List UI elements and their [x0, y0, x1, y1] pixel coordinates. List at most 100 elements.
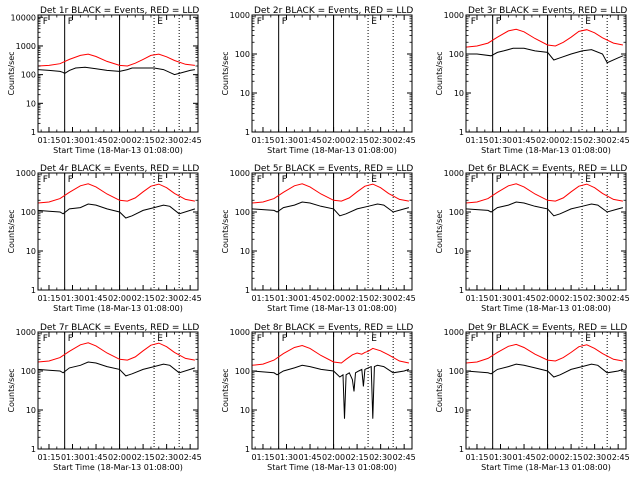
x-tick-label: 02:00: [536, 136, 559, 145]
x-tick-label: 02:15: [346, 453, 369, 462]
lld-series-line: [251, 183, 409, 204]
y-tick-label: 1: [31, 445, 36, 454]
y-axis-label: Counts/sec: [221, 209, 230, 253]
panel-title: Det 6r BLACK = Events, RED = LLD: [468, 164, 627, 174]
y-tick-label: 1000: [444, 11, 464, 20]
y-tick-label: 1: [245, 286, 250, 295]
y-tick-label: 1000: [230, 328, 250, 337]
x-tick-label: 01:30: [489, 453, 512, 462]
x-tick-label: 02:15: [560, 453, 583, 462]
marker-e-label: E: [371, 17, 377, 27]
x-tick-label: 02:45: [179, 136, 202, 145]
y-tick-label: 10: [240, 247, 250, 256]
x-axis-label: Start Time (18-Mar-13 01:08:00): [481, 463, 611, 472]
x-tick-label: 02:45: [393, 453, 416, 462]
plot-frame: [251, 14, 413, 133]
plot-frame: [465, 172, 627, 291]
x-tick-label: 01:45: [513, 294, 536, 303]
lld-series-line: [37, 342, 195, 363]
marker-f-label: F: [257, 17, 262, 27]
x-tick-label: 01:45: [85, 453, 108, 462]
y-tick-label: 10: [454, 247, 464, 256]
marker-f-label: F: [282, 334, 287, 344]
y-tick-label: 1: [459, 445, 464, 454]
x-tick-label: 02:00: [536, 453, 559, 462]
x-tick-label: 01:30: [61, 453, 84, 462]
x-tick-label: 02:45: [179, 453, 202, 462]
y-tick-label: 100: [449, 50, 464, 59]
x-tick-label: 02:45: [179, 294, 202, 303]
x-tick-label: 01:15: [251, 136, 274, 145]
y-axis-label: Counts/sec: [7, 209, 16, 253]
x-tick-label: 02:30: [583, 136, 606, 145]
x-tick-label: 01:45: [513, 453, 536, 462]
x-tick-label: 02:00: [322, 453, 345, 462]
marker-e-label: E: [371, 175, 377, 185]
y-tick-label: 1000: [444, 328, 464, 337]
y-tick-label: 1000: [16, 42, 36, 51]
y-tick-label: 1: [245, 128, 250, 137]
x-tick-label: 01:45: [299, 453, 322, 462]
x-tick-label: 02:00: [322, 136, 345, 145]
x-tick-label: 02:30: [155, 294, 178, 303]
panel-title: Det 9r BLACK = Events, RED = LLD: [468, 323, 627, 333]
marker-f-label: F: [496, 17, 501, 27]
marker-e-label: E: [157, 175, 163, 185]
y-tick-label: 1: [459, 286, 464, 295]
y-tick-label: 1: [459, 128, 464, 137]
x-tick-label: 02:45: [607, 294, 630, 303]
panel-title: Det 2r BLACK = Events, RED = LLD: [254, 6, 413, 16]
x-tick-label: 01:15: [465, 136, 488, 145]
x-tick-label: 01:30: [275, 136, 298, 145]
marker-f-label: F: [68, 175, 73, 185]
plot-frame: [37, 331, 199, 450]
x-tick-label: 02:15: [560, 294, 583, 303]
y-tick-label: 1: [245, 445, 250, 454]
x-tick-label: 01:30: [61, 294, 84, 303]
events-series-line: [37, 361, 196, 377]
y-tick-label: 1: [31, 128, 36, 137]
marker-f-label: F: [43, 334, 48, 344]
y-axis-label: Counts/sec: [7, 368, 16, 412]
x-tick-label: 02:15: [132, 294, 155, 303]
events-series-line: [465, 363, 624, 378]
x-tick-label: 01:15: [251, 453, 274, 462]
y-tick-label: 1000: [16, 169, 36, 178]
lld-series-line: [37, 183, 195, 204]
x-tick-label: 02:15: [132, 453, 155, 462]
plot-frame: [465, 331, 627, 450]
y-tick-label: 100: [21, 71, 36, 80]
y-tick-label: 100: [235, 367, 250, 376]
x-tick-label: 01:30: [275, 453, 298, 462]
plot-frame: [37, 172, 199, 291]
x-tick-label: 02:15: [132, 136, 155, 145]
panel-title: Det 4r BLACK = Events, RED = LLD: [40, 164, 199, 174]
marker-f-label: F: [471, 175, 476, 185]
events-series-line: [37, 66, 195, 76]
x-tick-label: 02:00: [108, 294, 131, 303]
lld-series-line: [251, 344, 410, 366]
marker-f-label: F: [282, 175, 287, 185]
x-tick-label: 01:15: [37, 453, 60, 462]
events-series-line: [466, 47, 624, 64]
lld-series-line: [465, 28, 623, 48]
panel-title: Det 1r BLACK = Events, RED = LLD: [40, 6, 199, 16]
x-tick-label: 02:45: [607, 136, 630, 145]
lld-series-line: [465, 183, 623, 204]
plot-frame: [37, 14, 199, 133]
x-tick-label: 01:15: [37, 136, 60, 145]
x-axis-label: Start Time (18-Mar-13 01:08:00): [267, 146, 397, 155]
y-axis-label: Counts/sec: [7, 51, 16, 95]
panel-title: Det 8r BLACK = Events, RED = LLD: [254, 323, 413, 333]
x-tick-label: 01:15: [465, 294, 488, 303]
x-tick-label: 01:30: [275, 294, 298, 303]
y-tick-label: 10: [454, 406, 464, 415]
x-tick-label: 01:30: [489, 294, 512, 303]
x-tick-label: 02:30: [155, 136, 178, 145]
